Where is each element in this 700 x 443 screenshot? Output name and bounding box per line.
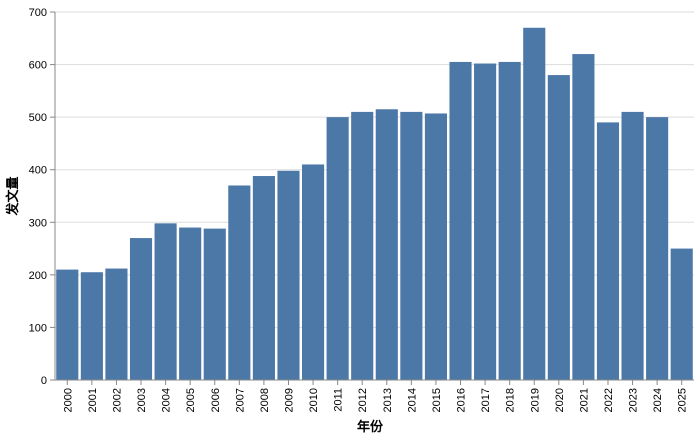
bar-2019 (523, 27, 546, 381)
axes: 0 100 200 300 400 500 600 700 2000 2001 2002 2003 20… (29, 7, 694, 412)
bar-2013 (375, 109, 398, 380)
x-tick-label: 2018 (505, 388, 517, 412)
bar-2020 (547, 75, 570, 380)
bar-2001 (80, 272, 103, 380)
y-axis-title: 发文量 (5, 176, 20, 216)
x-tick-label: 2009 (283, 388, 295, 412)
x-tick-label: 2001 (87, 388, 99, 412)
bar-2008 (252, 176, 275, 380)
x-tick-label: 2003 (136, 388, 148, 412)
bar-2003 (129, 238, 153, 380)
x-tick-label: 2008 (259, 388, 271, 412)
bar-2007 (228, 185, 251, 380)
x-axis-title: 年份 (357, 419, 384, 434)
x-tick-label: 2024 (652, 388, 664, 412)
y-tick-label: 400 (29, 165, 47, 177)
bar-2017 (474, 63, 497, 381)
y-tick-label: 200 (29, 270, 47, 282)
bar-2025 (670, 248, 693, 380)
bar-2005 (179, 227, 202, 380)
x-tick-label: 2025 (677, 388, 689, 412)
y-tick-label: 600 (29, 60, 47, 72)
bar-2012 (351, 111, 374, 380)
bar-2004 (154, 223, 177, 380)
x-tick-label: 2023 (628, 388, 640, 412)
y-tick-label: 300 (29, 217, 47, 229)
x-tick-label: 2007 (234, 388, 246, 412)
x-tick-label: 2006 (210, 388, 222, 412)
x-tick-label: 2016 (456, 388, 468, 412)
x-tick-label: 2002 (111, 388, 123, 412)
x-tick-label: 2005 (185, 388, 197, 412)
x-tick-label: 2000 (62, 388, 74, 412)
bar-2002 (105, 268, 128, 380)
x-tick-label: 2004 (161, 388, 173, 412)
bar-2010 (301, 164, 325, 380)
x-tick-label: 2014 (406, 388, 418, 412)
bar-2015 (424, 113, 448, 380)
x-tick-label: 2015 (431, 388, 443, 412)
bar-2011 (326, 117, 349, 381)
y-tick-label: 0 (41, 375, 47, 387)
bar-2022 (596, 122, 620, 381)
x-tick-label: 2022 (603, 388, 615, 412)
bars (56, 27, 693, 381)
bar-2024 (646, 117, 669, 381)
x-tick-label: 2019 (529, 388, 541, 412)
x-tick-label: 2021 (578, 388, 590, 412)
bar-2016 (449, 61, 472, 380)
bar-2000 (56, 269, 79, 380)
x-tick-label: 2017 (480, 388, 492, 412)
x-tick-label: 2010 (308, 388, 320, 412)
x-tick-label: 2011 (333, 388, 345, 412)
y-tick-label: 100 (29, 322, 47, 334)
bar-2014 (400, 111, 423, 380)
bar-2006 (203, 228, 226, 380)
bar-2009 (277, 170, 300, 380)
y-tick-label: 700 (29, 7, 47, 19)
x-tick-label: 2012 (357, 388, 369, 412)
bar-2023 (621, 111, 644, 380)
x-tick-label: 2013 (382, 388, 394, 412)
y-tick-label: 500 (29, 112, 47, 124)
bar-2018 (498, 61, 521, 380)
bar-2021 (572, 54, 595, 381)
x-tick-label: 2020 (554, 388, 566, 412)
